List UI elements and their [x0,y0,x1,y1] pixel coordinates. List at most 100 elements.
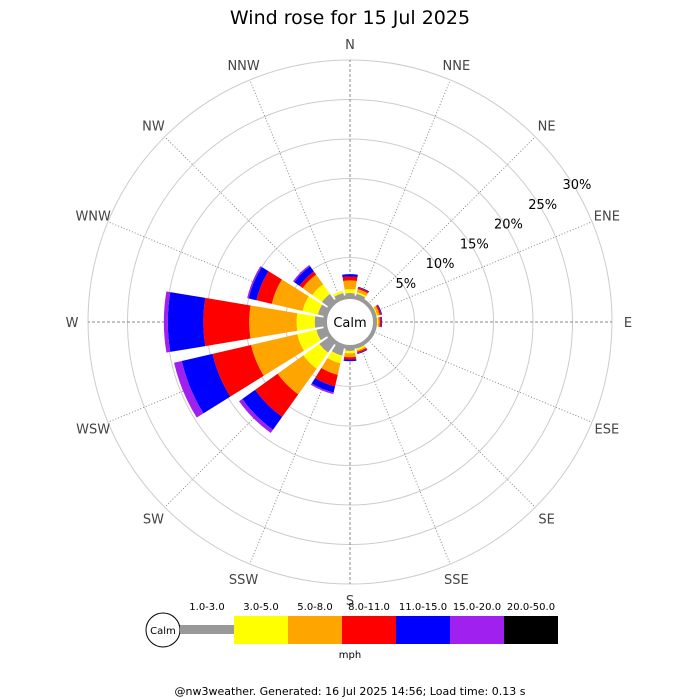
direction-label-sw: SW [143,513,164,528]
petal-s-11.0-15.0 [343,359,357,362]
petal-nne-8.0-11.0 [357,287,369,294]
petal-wnw-15.0-20.0 [247,266,262,299]
ring-label-25%: 25% [528,198,557,213]
petal-s-8.0-11.0 [343,356,357,360]
petal-w-3.0-5.0 [296,313,316,331]
petal-nw-5.0-8.0 [302,274,324,296]
direction-labels: N NNE NE ENE E ESE SE SSE S SSW SW WSW W WNW NW NNW [66,38,633,609]
ring-label-15%: 15% [460,237,489,252]
petal-ssw-8.0-11.0 [315,368,338,387]
petal-w-8.0-11.0 [203,297,251,347]
direction-label-wnw: WNW [75,210,111,225]
legend-swatch-5.0-8.0 [288,616,342,644]
direction-label-ene: ENE [594,210,620,225]
petal-w-11.0-15.0 [167,292,206,352]
legend-label-1.0-3.0: 1.0-3.0 [189,602,224,613]
ring-label-20%: 20% [494,218,523,233]
legend-swatch-1.0-3.0 [180,625,234,634]
petal-sse-3.0-5.0 [356,345,366,351]
legend-label-8.0-11.0: 8.0-11.0 [348,602,390,613]
ring-labels: 5% 10% 15% 20% 25% 30% [396,178,592,292]
petal-wnw-11.0-15.0 [248,266,269,301]
petal-wsw-3.0-5.0 [297,329,321,351]
petal-n-11.0-15.0 [342,274,358,278]
direction-label-ese: ESE [594,422,619,437]
petal-nne-11.0-15.0 [357,286,370,293]
petal-ssw-5.0-8.0 [321,357,341,375]
petal-ene-11.0-15.0 [377,304,383,315]
petal-e-5.0-8.0 [377,317,380,327]
petal-n-3.0-5.0 [344,289,356,294]
legend-label-5.0-8.0: 5.0-8.0 [297,602,332,613]
petal-sw-15.0-20.0 [239,399,273,433]
petal-w-1.0-3.0 [314,316,326,328]
petal-sw-11.0-15.0 [242,389,283,430]
petal-w-5.0-8.0 [249,305,298,339]
footer-text: @nw3weather. Generated: 16 Jul 2025 14:5… [175,685,526,698]
petal-wnw-5.0-8.0 [271,279,309,312]
legend-label-11.0-15.0: 11.0-15.0 [399,602,447,613]
ring-label-5%: 5% [396,277,417,292]
direction-label-w: W [66,316,79,331]
petal-e-8.0-11.0 [379,316,382,328]
petal-nw-15.0-20.0 [293,265,311,283]
petal-wsw-15.0-20.0 [174,361,204,418]
petal-sse-11.0-15.0 [357,349,368,355]
petal-s-3.0-5.0 [344,350,356,354]
petal-nw-8.0-11.0 [299,271,317,289]
petal-nne-3.0-5.0 [356,292,367,298]
petal-wsw-8.0-11.0 [212,344,264,397]
legend-calm-label: Calm [150,626,176,637]
spoke-ne [367,136,536,305]
legend-swatch-3.0-5.0 [234,616,288,644]
direction-label-ne: NE [538,119,556,134]
legend-label-3.0-5.0: 3.0-5.0 [243,602,278,613]
petal-ssw-3.0-5.0 [327,351,343,364]
petal-n-8.0-11.0 [342,276,358,281]
petal-e-11.0-15.0 [380,316,383,328]
spoke-sse [359,344,451,565]
petal-wnw-3.0-5.0 [302,296,323,315]
direction-label-s: S [346,594,354,609]
spoke-nne [359,79,451,300]
legend: Calm 1.0-3.0 3.0-5.0 5.0-8.0 8.0-11.0 11.0-1… [145,602,558,648]
petal-nnw-3.0-5.0 [333,290,344,297]
spoke-se [367,339,536,508]
spoke-nnw [249,79,341,300]
petal-nne-5.0-8.0 [356,289,368,297]
direction-label-nnw: NNW [227,59,259,74]
direction-label-ssw: SSW [229,573,259,588]
petal-s-5.0-8.0 [344,352,356,358]
direction-label-se: SE [538,513,554,528]
petal-sw-8.0-11.0 [255,373,299,417]
legend-swatch-20.0-50.0 [504,616,558,644]
direction-label-n: N [345,38,355,53]
ring-label-10%: 10% [426,257,455,272]
petal-sse-5.0-8.0 [356,346,367,352]
petal-n-5.0-8.0 [343,280,357,290]
petal-ene-5.0-8.0 [373,305,380,316]
petal-nw-3.0-5.0 [312,284,330,302]
chart-title: Wind rose for 15 Jul 2025 [230,7,470,29]
spoke-ese [372,331,593,423]
petal-wsw-11.0-15.0 [181,353,231,414]
spoke-ene [372,221,593,313]
petal-nw-11.0-15.0 [294,266,314,286]
petal-wsw-5.0-8.0 [250,334,304,376]
petal-sw-5.0-8.0 [277,355,317,395]
direction-label-wsw: WSW [76,422,110,437]
petal-w-15.0-20.0 [163,291,171,353]
direction-label-nw: NW [142,119,165,134]
legend-swatch-15.0-20.0 [450,616,504,644]
ring-label-30%: 30% [562,178,591,193]
calm-ring [323,295,377,349]
legend-label-20.0-50.0: 20.0-50.0 [507,602,555,613]
calm-center: Calm [323,295,377,349]
petal-sw-3.0-5.0 [303,343,329,369]
wind-petals [163,265,383,433]
direction-label-e: E [624,316,632,331]
petal-ssw-11.0-15.0 [311,378,336,393]
direction-label-sse: SSE [444,573,469,588]
calm-label: Calm [333,316,366,331]
